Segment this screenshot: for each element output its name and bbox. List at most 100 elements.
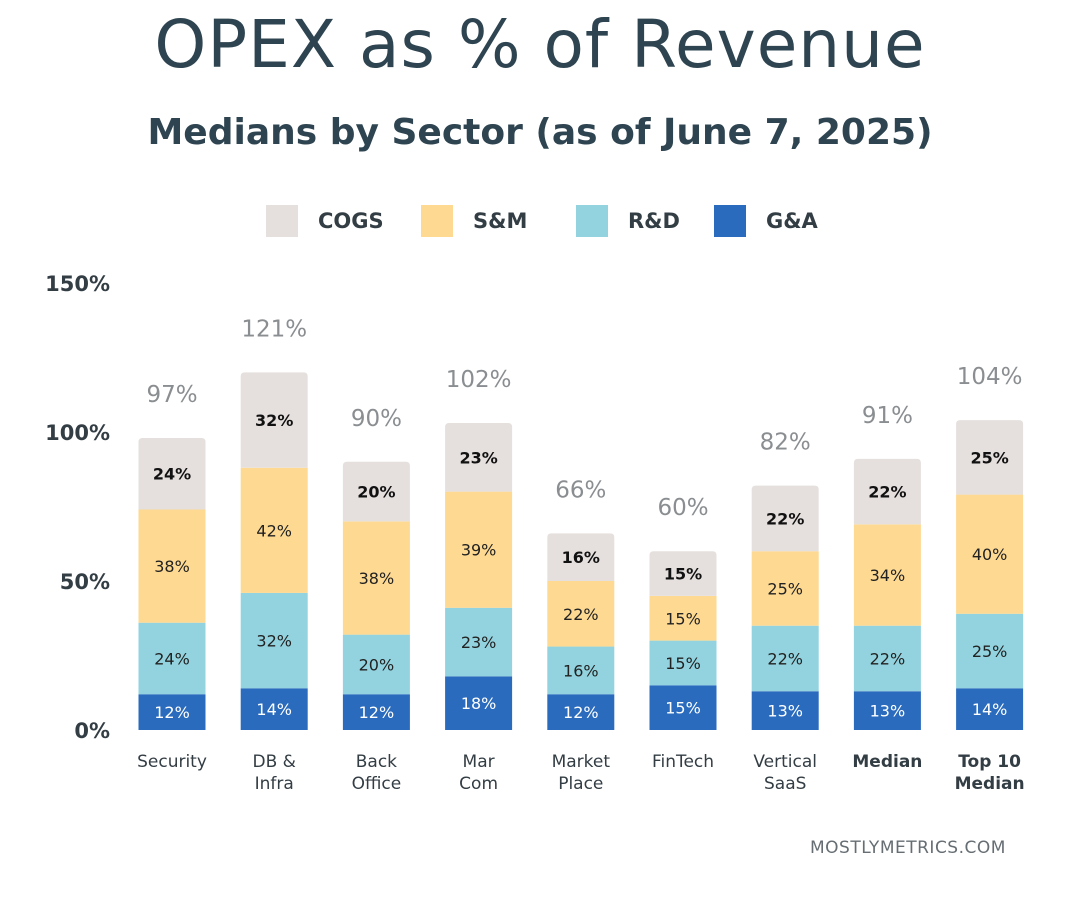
- bar-segment: [853, 524, 921, 626]
- data-label: 14%: [256, 700, 292, 719]
- total-label: 121%: [241, 316, 307, 342]
- bar-segment: [445, 491, 513, 608]
- data-label: 18%: [461, 694, 497, 713]
- bar-segment: [751, 485, 819, 552]
- bar-segment: [956, 494, 1024, 614]
- legend: COGS S&M R&D G&A: [0, 203, 1080, 239]
- data-label: 24%: [154, 649, 190, 668]
- legend-item-ga: G&A: [714, 203, 818, 239]
- data-label: 13%: [767, 702, 803, 721]
- legend-label-ga: G&A: [766, 209, 818, 233]
- bar-segment: [547, 646, 615, 695]
- bar-segment: [138, 694, 206, 730]
- bar-segment: [649, 685, 717, 730]
- data-label: 12%: [563, 703, 599, 722]
- total-label: 104%: [957, 364, 1023, 390]
- total-label: 82%: [760, 430, 811, 456]
- bar-segment: [751, 551, 819, 626]
- bar-segment: [649, 595, 717, 641]
- bar-segment: [751, 691, 819, 730]
- total-label: 66%: [555, 477, 606, 503]
- x-tick-label: Top 10: [958, 752, 1021, 772]
- x-tick-label: Median: [955, 774, 1025, 794]
- data-label: 25%: [970, 448, 1008, 467]
- data-label: 32%: [255, 411, 293, 430]
- data-label: 12%: [154, 703, 190, 722]
- x-tick-label: Median: [852, 752, 922, 772]
- bar-segment: [956, 420, 1024, 495]
- legend-swatch-ga: [714, 205, 746, 237]
- legend-label-rd: R&D: [628, 209, 680, 233]
- data-label: 22%: [868, 483, 906, 502]
- data-label: 16%: [562, 548, 600, 567]
- bar-segment: [956, 613, 1024, 689]
- bar-segment: [240, 372, 308, 468]
- data-label: 23%: [459, 448, 497, 467]
- bar-segment: [240, 688, 308, 730]
- bar-segment: [751, 625, 819, 692]
- bar-segment: [342, 694, 410, 730]
- bar-segment: [547, 694, 615, 730]
- legend-label-cogs: COGS: [318, 209, 384, 233]
- x-tick-label: Back: [356, 752, 397, 772]
- total-label: 91%: [862, 403, 913, 429]
- bar-segment: [138, 509, 206, 623]
- legend-swatch-sm: [421, 205, 453, 237]
- x-tick-label: DB &: [252, 752, 295, 772]
- data-label: 24%: [153, 465, 191, 484]
- total-label: 60%: [657, 495, 708, 521]
- total-label: 102%: [446, 367, 512, 393]
- bar-segment: [342, 521, 410, 635]
- x-tick-label: FinTech: [652, 752, 714, 772]
- x-tick-label: Market: [552, 752, 611, 772]
- chart-title: OPEX as % of Revenue: [154, 6, 926, 83]
- legend-swatch-cogs: [266, 205, 298, 237]
- bar-segment: [956, 688, 1024, 730]
- y-tick-label: 100%: [45, 421, 110, 445]
- bar-segment: [547, 533, 615, 581]
- data-label: 14%: [972, 700, 1008, 719]
- bar-segment: [649, 551, 717, 596]
- x-tick-label: Security: [137, 752, 207, 772]
- footer-source: MOSTLYMETRICS.COM: [810, 838, 1006, 858]
- total-label: 90%: [351, 406, 402, 432]
- bar-segment: [445, 676, 513, 730]
- y-tick-label: 150%: [45, 272, 110, 296]
- data-label: 12%: [359, 703, 395, 722]
- data-label: 22%: [563, 605, 599, 624]
- bar-segment: [138, 622, 206, 695]
- bar-segment: [342, 634, 410, 695]
- data-label: 16%: [563, 661, 599, 680]
- data-label: 25%: [972, 642, 1008, 661]
- data-label: 15%: [665, 609, 701, 628]
- x-tick-label: Com: [459, 774, 498, 794]
- bar-segment: [240, 467, 308, 593]
- data-label: 38%: [359, 569, 395, 588]
- x-tick-label: Place: [558, 774, 603, 794]
- x-tick-label: SaaS: [764, 774, 806, 794]
- y-tick-label: 50%: [60, 570, 110, 594]
- x-tick-label: Infra: [255, 774, 294, 794]
- data-label: 22%: [870, 649, 906, 668]
- bar-segment: [649, 640, 717, 686]
- data-label: 39%: [461, 541, 497, 560]
- bar-segment: [138, 437, 206, 510]
- bar-segment: [445, 423, 513, 492]
- legend-item-rd: R&D: [576, 203, 680, 239]
- data-label: 20%: [359, 655, 395, 674]
- data-label: 22%: [767, 649, 803, 668]
- data-label: 25%: [767, 579, 803, 598]
- bar-segment: [342, 461, 410, 522]
- bar-segment: [853, 625, 921, 692]
- total-label: 97%: [146, 382, 197, 408]
- legend-label-sm: S&M: [473, 209, 528, 233]
- y-tick-label: 0%: [74, 719, 110, 743]
- data-label: 22%: [766, 509, 804, 528]
- data-label: 38%: [154, 557, 190, 576]
- chart-subtitle: Medians by Sector (as of June 7, 2025): [147, 112, 933, 153]
- bar-segment: [853, 691, 921, 730]
- legend-item-cogs: COGS: [266, 203, 384, 239]
- legend-swatch-rd: [576, 205, 608, 237]
